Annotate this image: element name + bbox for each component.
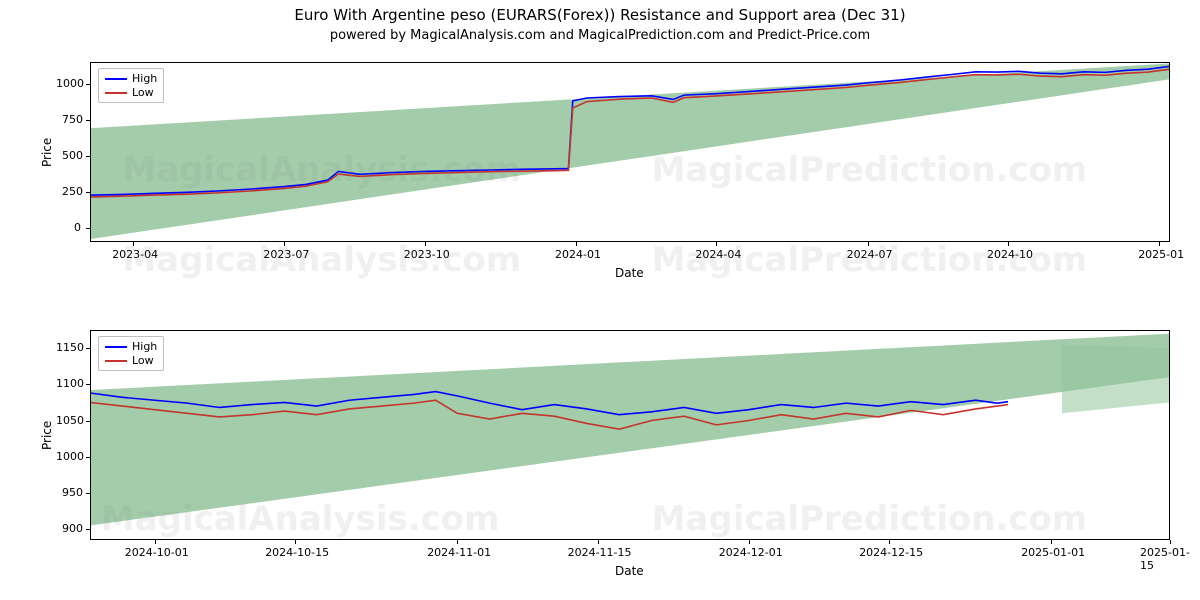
- legend-swatch: [105, 360, 127, 362]
- ylabel-top: Price: [40, 138, 54, 167]
- xtick-label: 2024-10: [987, 248, 1033, 261]
- xtick-mark: [716, 242, 717, 246]
- ytick-label: 250: [62, 185, 84, 198]
- xtick-label: 2024-11-01: [427, 546, 491, 559]
- ytick-label: 950: [62, 486, 84, 499]
- xtick-label: 2024-11-15: [568, 546, 632, 559]
- ytick-label: 0: [74, 221, 84, 234]
- ytick-mark: [86, 384, 90, 385]
- chart-title: Euro With Argentine peso (EURARS(Forex))…: [0, 6, 1200, 24]
- ytick-label: 500: [62, 149, 84, 162]
- ytick-label: 900: [62, 522, 84, 535]
- xtick-mark: [749, 540, 750, 544]
- legend-item: High: [105, 340, 157, 354]
- ytick-mark: [86, 348, 90, 349]
- xtick-label: 2024-07: [847, 248, 893, 261]
- ytick-label: 1000: [56, 77, 84, 90]
- xtick-mark: [457, 540, 458, 544]
- xtick-label: 2023-10: [404, 248, 450, 261]
- ytick-label: 1050: [56, 414, 84, 427]
- legend-item: Low: [105, 354, 157, 368]
- legend-swatch: [105, 78, 127, 80]
- xlabel-top: Date: [615, 266, 644, 280]
- xtick-label: 2024-04: [695, 248, 741, 261]
- chart-top: HighLow: [90, 62, 1170, 242]
- xtick-label: 2023-04: [112, 248, 158, 261]
- chart-bottom: HighLow: [90, 330, 1170, 540]
- legend-item: Low: [105, 86, 157, 100]
- legend-swatch: [105, 346, 127, 348]
- legend-label: Low: [132, 86, 154, 100]
- legend-bottom: HighLow: [98, 336, 164, 371]
- xtick-label: 2023-07: [263, 248, 309, 261]
- ytick-mark: [86, 228, 90, 229]
- ylabel-bottom: Price: [40, 421, 54, 450]
- xtick-mark: [425, 242, 426, 246]
- xtick-label: 2024-10-01: [125, 546, 189, 559]
- chart-subtitle: powered by MagicalAnalysis.com and Magic…: [0, 28, 1200, 43]
- legend-item: High: [105, 72, 157, 86]
- ytick-label: 1100: [56, 377, 84, 390]
- legend-top: HighLow: [98, 68, 164, 103]
- legend-label: High: [132, 340, 157, 354]
- ytick-mark: [86, 156, 90, 157]
- xtick-label: 2024-10-15: [265, 546, 329, 559]
- watermark: MagicalAnalysis.com: [122, 240, 521, 280]
- xtick-mark: [1170, 540, 1171, 544]
- xtick-mark: [1051, 540, 1052, 544]
- ytick-mark: [86, 493, 90, 494]
- ytick-label: 750: [62, 113, 84, 126]
- ytick-label: 1000: [56, 450, 84, 463]
- xtick-mark: [284, 242, 285, 246]
- xtick-label: 2024-12-01: [719, 546, 783, 559]
- xtick-mark: [576, 242, 577, 246]
- xtick-mark: [868, 242, 869, 246]
- xtick-mark: [1159, 242, 1160, 246]
- xtick-mark: [1008, 242, 1009, 246]
- chart-bottom-svg: [90, 330, 1170, 540]
- ytick-mark: [86, 120, 90, 121]
- xtick-mark: [133, 242, 134, 246]
- xtick-label: 2024-12-15: [859, 546, 923, 559]
- ytick-mark: [86, 84, 90, 85]
- figure: Euro With Argentine peso (EURARS(Forex))…: [0, 0, 1200, 600]
- xtick-mark: [155, 540, 156, 544]
- ytick-mark: [86, 421, 90, 422]
- legend-swatch: [105, 92, 127, 94]
- xtick-label: 2025-01-15: [1140, 546, 1200, 572]
- xtick-mark: [295, 540, 296, 544]
- xlabel-bottom: Date: [615, 564, 644, 578]
- legend-label: Low: [132, 354, 154, 368]
- chart-top-svg: [90, 62, 1170, 242]
- ytick-mark: [86, 457, 90, 458]
- xtick-label: 2025-01: [1138, 248, 1184, 261]
- legend-label: High: [132, 72, 157, 86]
- ytick-label: 1150: [56, 341, 84, 354]
- xtick-label: 2024-01: [555, 248, 601, 261]
- xtick-label: 2025-01-01: [1021, 546, 1085, 559]
- xtick-mark: [889, 540, 890, 544]
- ytick-mark: [86, 192, 90, 193]
- ytick-mark: [86, 529, 90, 530]
- xtick-mark: [598, 540, 599, 544]
